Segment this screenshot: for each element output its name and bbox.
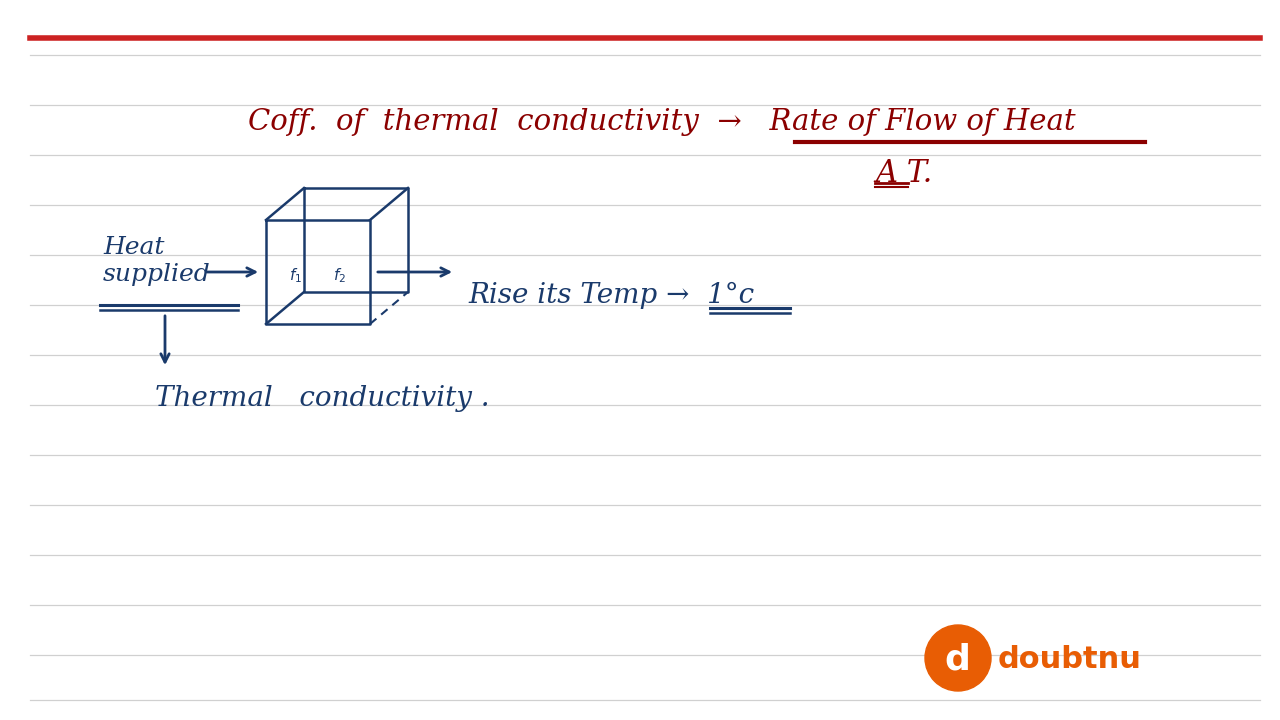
Circle shape	[925, 625, 991, 691]
Text: Heat: Heat	[102, 235, 164, 258]
Text: doubtnu: doubtnu	[998, 644, 1142, 673]
Text: A T.: A T.	[876, 158, 932, 189]
Text: d: d	[945, 642, 970, 676]
Text: Thermal   conductivity .: Thermal conductivity .	[155, 384, 490, 412]
Text: $f_2$: $f_2$	[334, 266, 347, 284]
Text: Rise its Temp →  1°c: Rise its Temp → 1°c	[468, 282, 754, 309]
Text: supplied: supplied	[102, 264, 211, 287]
Text: $f_1$: $f_1$	[289, 266, 302, 284]
Text: Coff.  of  thermal  conductivity  →   Rate of Flow of Heat: Coff. of thermal conductivity → Rate of …	[248, 108, 1075, 136]
